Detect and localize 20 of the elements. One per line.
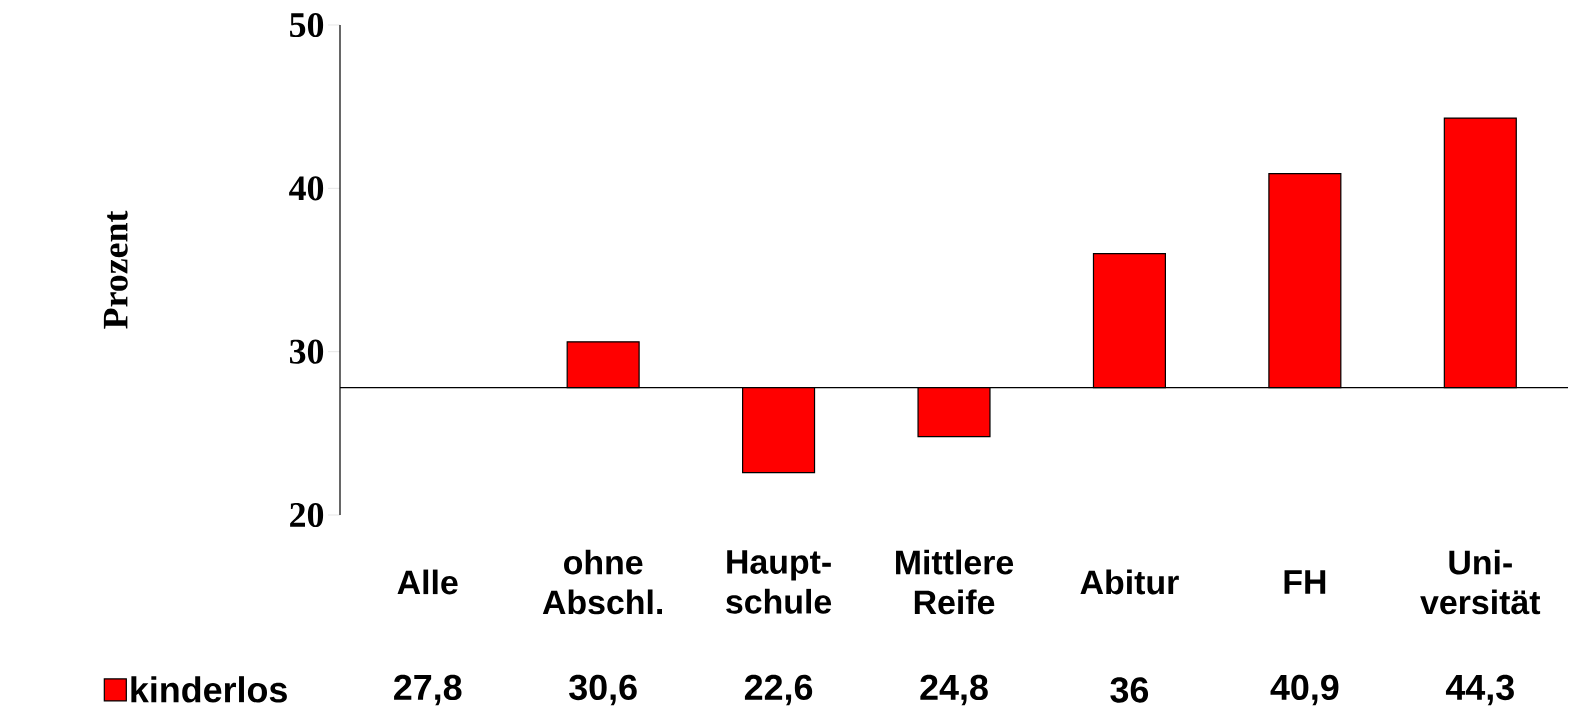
y-axis-title: Prozent — [103, 210, 128, 329]
x-tick-label: Uni- versität — [1420, 549, 1541, 615]
y-tick-label: 40 — [289, 176, 324, 201]
legend-label: kinderlos — [131, 676, 287, 703]
y-tick-label: 30 — [289, 339, 324, 364]
text: 30,6 — [569, 674, 637, 706]
y-tick-label: 20 — [290, 502, 324, 528]
text: 24,8 — [920, 674, 988, 706]
text: 36 — [1110, 677, 1149, 703]
x-tick-label: ohne Abschl. — [542, 549, 662, 615]
y-tick-label: 50 — [290, 12, 324, 38]
text: 40,9 — [1270, 674, 1339, 706]
x-tick-label: Alle — [397, 569, 458, 595]
x-tick-label: FH — [1284, 570, 1326, 594]
text: 44,3 — [1445, 674, 1514, 706]
x-tick-label: Haupt- schule — [726, 550, 832, 614]
text: 27,8 — [394, 674, 462, 706]
x-tick-label: Abitur — [1080, 569, 1179, 595]
x-tick-label: Mittlere Reife — [896, 549, 1014, 615]
text: 22,6 — [744, 674, 813, 706]
